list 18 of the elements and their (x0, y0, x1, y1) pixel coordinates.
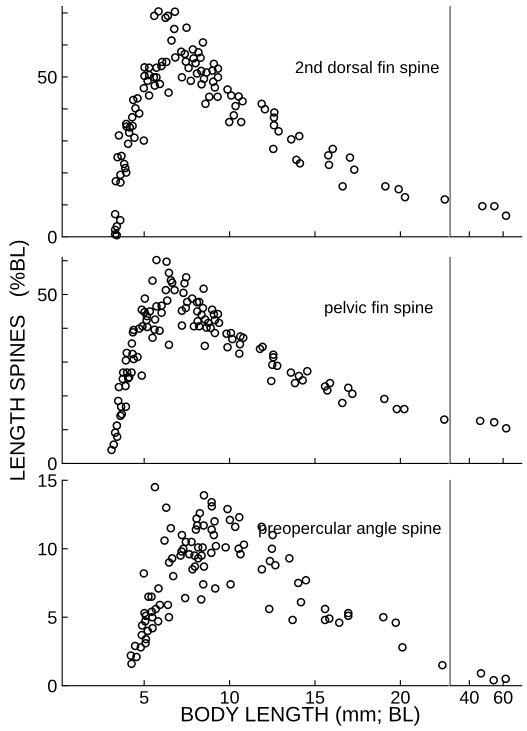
y-tick-label: 0 (48, 457, 57, 470)
annotation: 2nd dorsal fin spine (296, 60, 439, 77)
x-tick-label: 5 (140, 691, 148, 704)
x-tick-label: 10 (220, 691, 239, 704)
y-tick-label: 0 (48, 230, 57, 244)
y-axis-title: LENGTH SPINES (%BL) (9, 240, 29, 480)
x-tick-label: 60 (494, 691, 512, 704)
y-tick-label: 0 (48, 680, 57, 692)
x-tick-label: 40 (460, 691, 479, 704)
x-tick-label: 15 (306, 691, 324, 704)
y-tick-label: 50 (38, 288, 57, 302)
annotation: pelvic fin spine (325, 301, 433, 317)
y-tick-label: 15 (38, 474, 57, 487)
x-tick-label: 20 (391, 691, 410, 704)
y-tick-label: 50 (38, 70, 57, 84)
y-tick-label: 10 (38, 542, 57, 556)
y-tick-label: 5 (48, 611, 57, 624)
x-axis-title: BODY LENGTH (mm; BL) (182, 706, 420, 726)
